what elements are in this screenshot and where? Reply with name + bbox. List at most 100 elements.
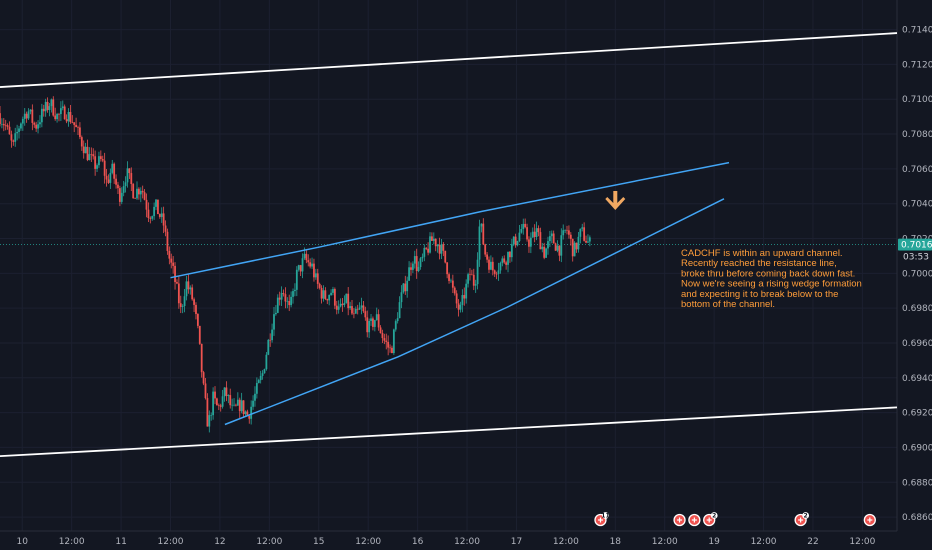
candle-body — [103, 160, 106, 176]
candle-body — [29, 109, 32, 112]
candle-body — [328, 295, 331, 301]
candle-body — [183, 296, 186, 307]
event-marker[interactable] — [673, 513, 686, 527]
event-marker[interactable]: 2 — [794, 512, 810, 527]
candle-body — [450, 280, 452, 282]
event-marker[interactable] — [863, 513, 876, 527]
candle-body — [516, 241, 519, 246]
candle-body — [341, 303, 344, 305]
candle-body — [303, 253, 306, 259]
down-arrow-shape — [605, 190, 626, 210]
candle-body — [311, 263, 313, 267]
candle-body — [252, 400, 254, 407]
candle-body — [366, 317, 369, 333]
channel-upper-line[interactable] — [0, 32, 898, 88]
candle-body — [39, 122, 41, 125]
candle-body — [82, 146, 85, 154]
down-arrow-icon[interactable] — [605, 190, 626, 210]
candle-body — [524, 223, 527, 228]
candle-body — [292, 291, 294, 297]
candle-body — [31, 109, 34, 123]
candle-body — [191, 287, 194, 300]
candle-body — [335, 305, 338, 310]
candle-body — [273, 314, 275, 330]
candle-body — [509, 251, 511, 258]
candle-body — [238, 399, 241, 412]
candle-body — [261, 373, 264, 376]
candle-body — [463, 295, 466, 299]
candle-body — [274, 312, 277, 315]
candle-body — [155, 199, 157, 207]
candle-body — [101, 158, 104, 161]
event-marker[interactable]: 11 — [594, 512, 610, 527]
event-marker[interactable] — [688, 513, 701, 527]
candle-body — [244, 411, 247, 415]
candle-body — [419, 258, 422, 268]
candle-body — [235, 404, 237, 406]
event-marker[interactable]: 2 — [703, 512, 718, 527]
candle-body — [469, 274, 471, 275]
x-tick-label: 12:00 — [355, 537, 381, 547]
candle-body — [562, 230, 565, 236]
event-count: 11 — [601, 513, 609, 520]
candle-body — [507, 251, 509, 265]
time-axis[interactable]: 10 12:00 11 12:00 12 12:00 15 12:00 16 12:00 17 12:… — [17, 537, 876, 547]
candle-body — [581, 227, 584, 229]
candle-body — [254, 393, 256, 401]
candle-body — [139, 190, 142, 195]
x-tick-label: 16 — [412, 537, 424, 547]
candle-body — [505, 262, 508, 265]
candle-body — [107, 179, 110, 183]
candle-body — [59, 108, 62, 115]
candle-body — [432, 238, 435, 241]
candle-body — [398, 302, 401, 319]
wedge-upper-line[interactable] — [170, 161, 730, 279]
candle-body — [499, 262, 502, 271]
candle-body — [117, 184, 119, 189]
candle-body — [185, 281, 188, 297]
candle-body — [23, 113, 26, 119]
candle-body — [356, 308, 359, 310]
event-icon-bar-v — [708, 517, 710, 523]
wedge-lower-line[interactable] — [224, 198, 725, 426]
annotation-line: bottom of the channel. — [681, 299, 775, 310]
candle-body — [297, 265, 300, 270]
x-tick-label: 12:00 — [652, 537, 678, 547]
candle-body — [337, 306, 340, 310]
upward-channel[interactable] — [0, 32, 898, 458]
channel-lower-line[interactable] — [0, 406, 898, 458]
candle-body — [204, 383, 207, 399]
economic-events[interactable]: 11 2 2 — [594, 512, 876, 527]
candle-body — [21, 118, 24, 124]
x-tick-label: 22 — [807, 537, 818, 547]
candle-body — [520, 228, 523, 233]
candle-body — [560, 235, 563, 256]
candle-body — [587, 241, 589, 243]
candle-body — [417, 267, 420, 272]
candle-body — [65, 119, 68, 122]
candle-body — [548, 236, 551, 242]
candle-body — [111, 163, 114, 173]
annotation-text[interactable]: CADCHF is within an upward channel. Recen… — [681, 248, 862, 310]
candle-body — [438, 244, 441, 254]
candle-body — [528, 239, 530, 247]
candle-body — [284, 294, 287, 302]
candle-body — [240, 400, 243, 412]
candle-body — [330, 292, 332, 296]
candle-body — [299, 265, 302, 272]
rising-wedge[interactable] — [170, 161, 730, 426]
candle-body — [1, 123, 3, 125]
x-tick-label: 12:00 — [454, 537, 480, 547]
candle-body — [118, 188, 121, 202]
candle-body — [115, 178, 117, 185]
candle-body — [547, 241, 549, 249]
candle-body — [347, 293, 350, 309]
